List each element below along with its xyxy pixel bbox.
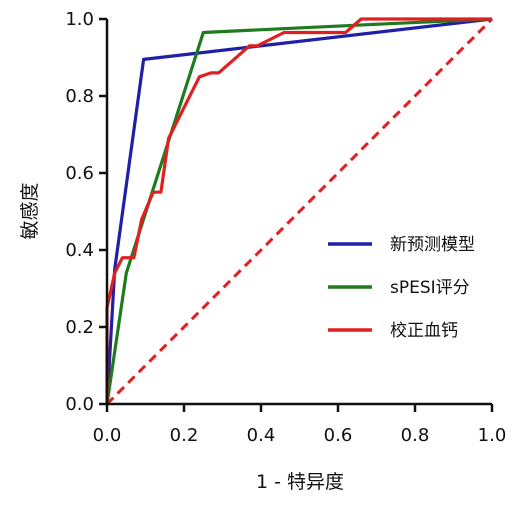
legend-label-2: sPESI评分 bbox=[390, 278, 470, 298]
x-tick-label: 0.2 bbox=[170, 425, 199, 446]
series-line-3 bbox=[105, 17, 492, 404]
y-axis-title: 敏感度 bbox=[19, 182, 41, 239]
x-tick-label: 0.4 bbox=[247, 425, 276, 446]
y-tick-label: 0.2 bbox=[65, 317, 94, 338]
reference-diagonal-line bbox=[105, 17, 494, 406]
x-tick-label: 0.6 bbox=[324, 425, 353, 446]
series-line-2 bbox=[105, 17, 493, 405]
y-tick-label: 0.8 bbox=[65, 86, 94, 107]
y-tick-label: 0.6 bbox=[65, 163, 94, 184]
series-line-1 bbox=[105, 17, 493, 405]
x-axis-title: 1 - 特异度 bbox=[256, 471, 344, 493]
y-tick-label: 0.4 bbox=[65, 240, 94, 261]
y-tick-label: 0.0 bbox=[65, 394, 94, 415]
legend-label-3: 校正血钙 bbox=[390, 321, 458, 341]
legend-label-1: 新预测模型 bbox=[390, 235, 475, 255]
x-tick-label: 1.0 bbox=[478, 425, 507, 446]
y-tick-label: 1.0 bbox=[65, 9, 94, 30]
x-tick-label: 0.0 bbox=[93, 425, 122, 446]
x-tick-label: 0.8 bbox=[401, 425, 430, 446]
